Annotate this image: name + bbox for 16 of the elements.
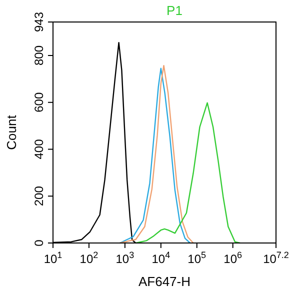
- x-tick-label: 10$^{6}$: [224, 250, 242, 266]
- y-tick-label: 600: [32, 92, 46, 112]
- x-axis-title: AF647-H: [138, 274, 191, 289]
- x-tick-label: 10$^{7.2}$: [263, 250, 289, 266]
- y-tick-label: 200: [32, 186, 46, 206]
- y-tick-label: 0: [32, 239, 46, 246]
- x-tick-label: 10$^{2}$: [80, 250, 98, 266]
- x-tick-label: 10$^{4}$: [152, 250, 170, 266]
- chart-title: P1: [166, 3, 182, 18]
- y-tick-label: 400: [32, 138, 46, 160]
- x-tick-label: 10$^{3}$: [116, 250, 134, 266]
- y-axis-title: Count: [4, 114, 19, 150]
- y-tick-label: 943: [32, 12, 46, 32]
- x-tick-label: 10$^{1}$: [44, 250, 62, 266]
- x-tick-label: 10$^{5}$: [188, 250, 206, 266]
- y-tick-label: 800: [32, 45, 46, 66]
